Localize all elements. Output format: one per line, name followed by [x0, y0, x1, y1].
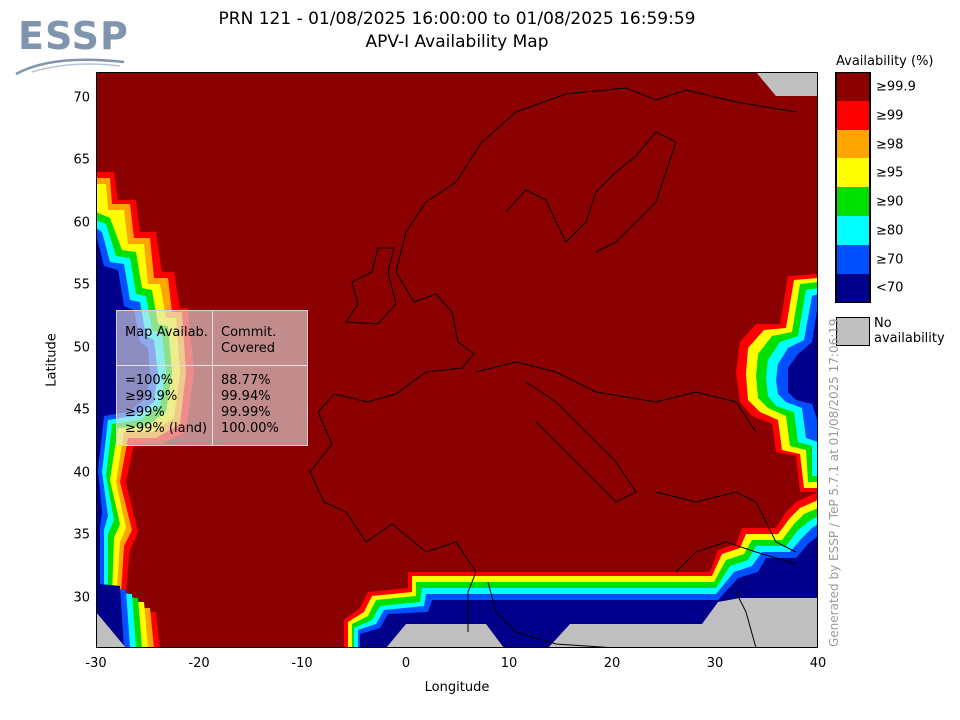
generation-note: Generated by ESSP / TeP 5.7.1 at 01/08/2… [827, 318, 841, 647]
y-tick-label: 50 [73, 340, 90, 356]
stats-divider [117, 365, 307, 366]
x-tick-label: -10 [291, 656, 313, 671]
stats-row-label: ≥99.9% [125, 389, 178, 404]
stats-header-right: Commit. Covered [221, 325, 277, 356]
y-tick-label: 55 [73, 277, 90, 293]
x-tick-label: 40 [809, 656, 827, 671]
y-tick-label: 45 [73, 402, 90, 418]
map-title-line1: PRN 121 - 01/08/2025 16:00:00 to 01/08/2… [218, 9, 696, 29]
stats-header-left: Map Availab. [125, 325, 208, 340]
y-axis-label: Latitude [44, 333, 60, 387]
no-availability-label: No availability [874, 316, 945, 346]
stats-row-label: =100% [125, 373, 174, 388]
legend-swatch [836, 158, 870, 187]
y-tick-label: 70 [73, 90, 90, 106]
y-tick-label: 30 [73, 590, 90, 606]
no-availability-swatch [836, 317, 870, 346]
x-tick-label: 0 [401, 656, 411, 671]
x-axis-label: Longitude [424, 680, 490, 695]
logo-text: ESSP [18, 14, 129, 58]
stats-row-value: 100.00% [221, 421, 279, 436]
eastern-degradation-zone [736, 72, 818, 492]
y-tick-label: 65 [73, 152, 90, 168]
legend-swatch [836, 216, 870, 245]
y-tick-label: 35 [73, 527, 90, 543]
legend-title: Availability (%) [836, 54, 934, 69]
stats-row-value: 99.94% [221, 389, 271, 404]
essp-logo: ESSP [12, 14, 132, 78]
y-tick-label: 60 [73, 215, 90, 231]
legend-swatch [836, 130, 870, 159]
stats-divider [212, 311, 213, 445]
legend-label: ≥99.9 [876, 79, 916, 95]
stats-row-label: ≥99% (land) [125, 421, 208, 436]
x-tick-label: -20 [188, 656, 210, 671]
legend-swatch [836, 72, 870, 101]
stats-row-value: 99.99% [221, 405, 271, 420]
legend-label: ≥99 [876, 108, 904, 124]
y-tick-label: 40 [73, 465, 90, 481]
x-tick-label: 30 [706, 656, 724, 671]
coastlines [309, 87, 797, 648]
legend-label: <70 [876, 280, 904, 296]
x-tick-label: 20 [603, 656, 621, 671]
legend-label: ≥95 [876, 165, 904, 181]
legend-swatch [836, 245, 870, 274]
legend-label: ≥98 [876, 137, 904, 153]
legend-label: ≥70 [876, 252, 904, 268]
legend-swatch [836, 101, 870, 130]
map-title-line2: APV-I Availability Map [365, 32, 549, 52]
stats-row-value: 88.77% [221, 373, 271, 388]
map-frame [96, 72, 818, 648]
stats-table: Map Availab. Commit. Covered =100% 88.77… [116, 310, 308, 446]
legend-swatch [836, 187, 870, 216]
x-tick-label: -30 [85, 656, 107, 671]
logo-swoosh-icon [15, 58, 125, 76]
x-tick-label: 10 [500, 656, 518, 671]
legend-swatch [836, 274, 870, 303]
legend-label: ≥80 [876, 223, 904, 239]
stats-row-label: ≥99% [125, 405, 165, 420]
legend-label: ≥90 [876, 194, 904, 210]
